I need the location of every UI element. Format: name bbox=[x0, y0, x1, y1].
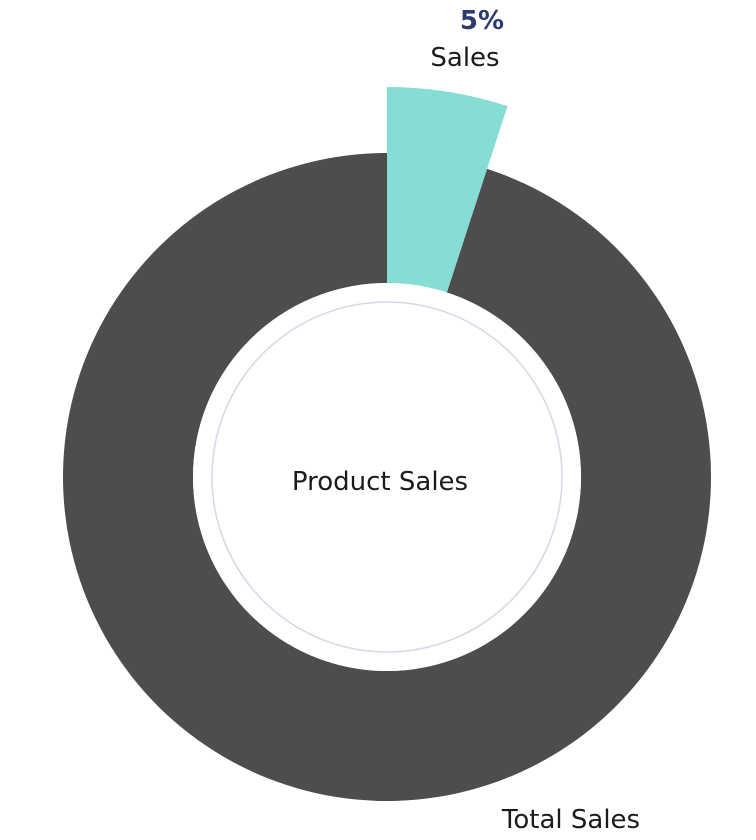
donut-hole bbox=[193, 283, 581, 671]
center-label: Product Sales bbox=[292, 467, 468, 497]
slice-label-total-sales: Total Sales bbox=[501, 805, 640, 835]
slice-sales bbox=[387, 87, 508, 293]
slice-label-sales: Sales bbox=[430, 43, 499, 73]
slice-group bbox=[63, 87, 712, 802]
donut-hole-outline bbox=[211, 301, 563, 653]
slice-value-label-sales: 5% bbox=[460, 6, 504, 36]
slice-total-sales bbox=[63, 153, 712, 802]
